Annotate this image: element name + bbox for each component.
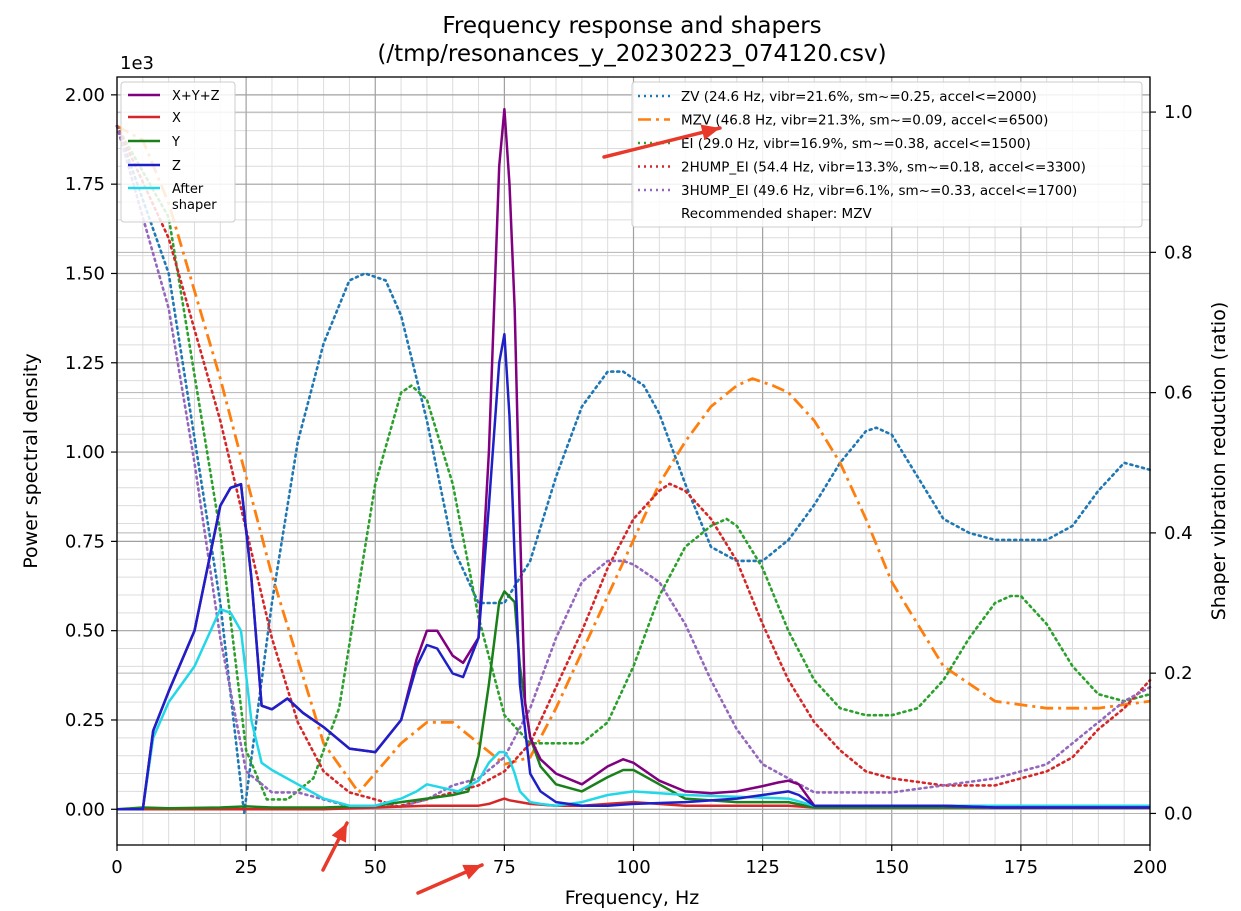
series-line-9	[115, 124, 1152, 808]
recommended-shaper-text: Recommended shaper: MZV	[681, 206, 872, 222]
x-tick-label: 50	[364, 857, 387, 878]
series-line-3	[117, 332, 1150, 811]
x-tick-label: 75	[493, 857, 516, 878]
legend-right-box	[631, 81, 1143, 228]
x-tick-label: 200	[1133, 857, 1167, 878]
y2-tick-label: 1.0	[1164, 102, 1193, 123]
legend-label: ZV (24.6 Hz, vibr=21.6%, sm~=0.25, accel…	[681, 89, 1037, 105]
arrow-head	[331, 823, 347, 843]
y-tick-label: 0.50	[65, 621, 105, 642]
legend-label: MZV (46.8 Hz, vibr=21.3%, sm~=0.09, acce…	[681, 113, 1048, 129]
series-line-1	[117, 797, 1150, 811]
series-line-2	[116, 590, 1150, 811]
arrow-shaft	[602, 126, 722, 159]
y2-tick-label: 0.8	[1164, 242, 1193, 263]
plot-series	[115, 107, 1152, 815]
axes: 0 25 50 75 100 125 150 175 200 0.00 0.25 0.50 0.75 1.…	[65, 76, 1193, 878]
y-tick-label: 0.25	[65, 710, 105, 731]
red-annotation-arrows	[321, 124, 722, 895]
y-tick-label: 1.25	[65, 353, 105, 374]
y-tick-label: 0.75	[65, 531, 105, 552]
x-tick-label: 175	[1004, 857, 1038, 878]
y2-tick-label: 0.4	[1164, 523, 1193, 544]
series-line-4	[117, 607, 1150, 811]
x-tick-label: 150	[875, 857, 909, 878]
y-tick-label: 0.00	[65, 799, 105, 820]
legend-label: 3HUMP_EI (49.6 Hz, vibr=6.1%, sm~=0.33, …	[681, 183, 1077, 199]
y2-tick-label: 0.2	[1164, 663, 1193, 684]
chart-title: Frequency response and shapers	[442, 13, 821, 39]
y-tick-label: 1.00	[65, 442, 105, 463]
chart-subtitle: (/tmp/resonances_y_20230223_074120.csv)	[377, 41, 886, 67]
legend-label-line: X	[172, 111, 181, 126]
x-tick-label: 25	[235, 857, 258, 878]
legend-label-line: After	[172, 182, 204, 197]
legend-left: X+Y+Z XYZ After shaper	[120, 81, 236, 223]
x-axis-label: Frequency, Hz	[565, 887, 700, 909]
y2-tick-label: 0.0	[1164, 803, 1193, 824]
y-tick-label: 1.75	[65, 174, 105, 195]
legend-label: Y	[171, 135, 180, 150]
series-line-7	[115, 124, 1152, 801]
legend-label: X+Y+Z	[172, 89, 220, 104]
x-tick-label: 0	[111, 857, 122, 878]
legend-label: EI (29.0 Hz, vibr=16.9%, sm~=0.38, accel…	[681, 136, 1031, 152]
legend-label-line: Y	[171, 135, 180, 150]
series-line-5	[115, 124, 1152, 815]
y2-tick-label: 0.6	[1164, 383, 1193, 404]
legend-label-line: X+Y+Z	[172, 89, 220, 104]
legend-label-line: Z	[172, 159, 181, 174]
y-tick-label: 1.50	[65, 263, 105, 284]
arrow-head	[700, 124, 720, 141]
y2-axis-label: Shaper vibration reduction (ratio)	[1208, 302, 1230, 621]
legend-label: 2HUMP_EI (54.4 Hz, vibr=13.3%, sm~=0.18,…	[681, 160, 1086, 176]
series-line-8	[115, 124, 1152, 808]
legend-label-line: shaper	[172, 198, 217, 213]
y-axis-multiplier: 1e3	[120, 53, 154, 74]
x-tick-label: 125	[745, 857, 779, 878]
series-line-6	[116, 124, 1151, 794]
legend-right: ZV (24.6 Hz, vibr=21.6%, sm~=0.25, accel…	[631, 81, 1143, 228]
legend-label: X	[172, 111, 181, 126]
x-tick-label: 100	[616, 857, 650, 878]
arrow-head	[462, 864, 482, 880]
y-tick-label: 2.00	[65, 85, 105, 106]
y-axis-label: Power spectral density	[20, 353, 42, 568]
legend-label: Z	[172, 159, 181, 174]
legend-label: After shaper	[172, 182, 217, 213]
